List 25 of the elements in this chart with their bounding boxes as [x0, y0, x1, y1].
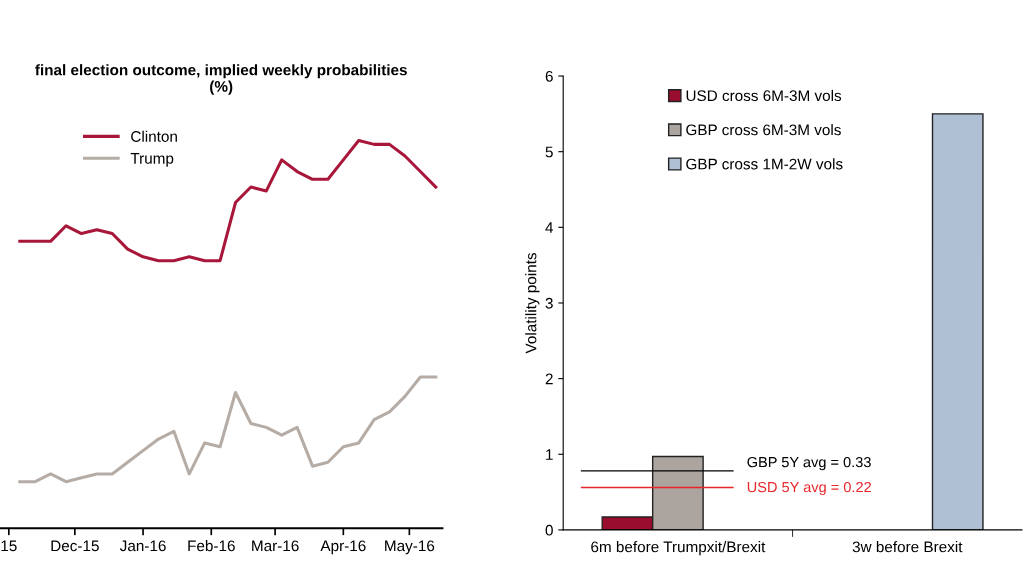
x-tick-label: Feb-16 — [188, 540, 235, 552]
legend-label: GBP cross 1M-2W vols — [686, 158, 843, 170]
x-tick-label: Dec-15 — [51, 540, 99, 552]
legend-label: GBP cross 6M-3M vols — [686, 124, 841, 136]
annotation: GBP 5Y avg = 0.33 — [747, 456, 871, 471]
chart-title: final election outcome, implied weekly probabilities (%) — [35, 64, 407, 95]
x-tick-label: May-16 — [385, 540, 435, 555]
y-tick-label: 4 — [545, 222, 554, 233]
legend-label: Clinton — [131, 130, 177, 142]
x-tick-label: Apr-16 — [320, 540, 366, 555]
y-tick-label: 5 — [545, 146, 553, 158]
legend-label: Trump — [130, 153, 174, 167]
y-tick-label: 1 — [546, 449, 553, 460]
x-tick-label: 3w before Brexit — [852, 541, 963, 553]
y-tick-label: 2 — [545, 373, 553, 385]
x-tick-label: 6m before Trumpxit/Brexit — [591, 541, 766, 556]
x-tick-label: Mar-16 — [252, 540, 299, 552]
annotation: USD 5Y avg = 0.22 — [747, 481, 871, 496]
y-tick-label: 6 — [545, 70, 553, 82]
x-tick-label: Jan-16 — [119, 540, 166, 552]
x-tick-label: 15 — [1, 540, 17, 552]
y-axis-title: Volatility points — [525, 252, 540, 354]
y-tick-label: 3 — [545, 297, 553, 309]
legend-label: USD cross 6M-3M vols — [686, 89, 842, 102]
y-tick-label: 0 — [545, 524, 553, 536]
